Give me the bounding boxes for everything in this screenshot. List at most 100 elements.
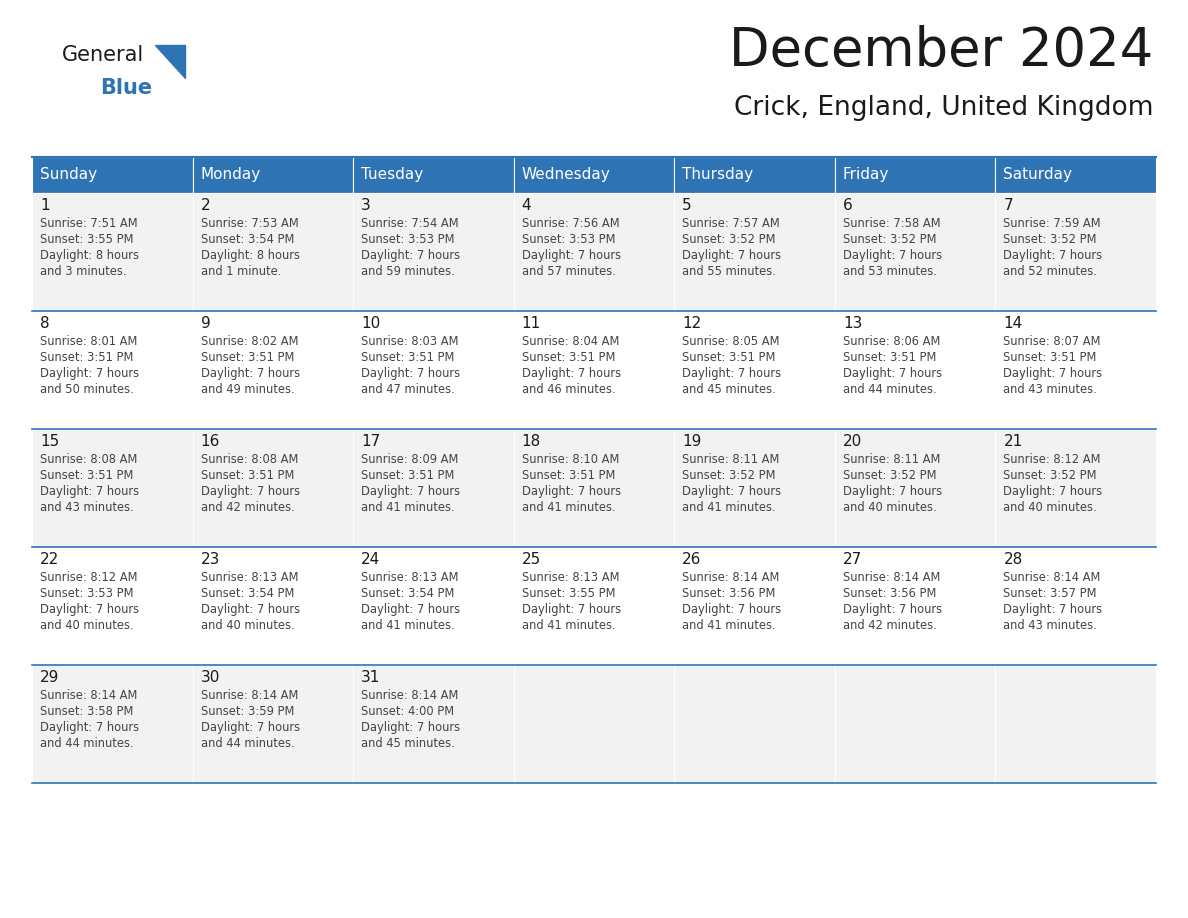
Text: Sunset: 3:58 PM: Sunset: 3:58 PM xyxy=(40,705,133,718)
Text: Sunrise: 8:14 AM: Sunrise: 8:14 AM xyxy=(1004,571,1101,584)
Text: and 40 minutes.: and 40 minutes. xyxy=(40,619,133,632)
Text: Daylight: 7 hours: Daylight: 7 hours xyxy=(361,603,460,616)
Text: Sunset: 3:52 PM: Sunset: 3:52 PM xyxy=(842,233,936,246)
Text: Sunrise: 7:56 AM: Sunrise: 7:56 AM xyxy=(522,217,619,230)
Text: Daylight: 7 hours: Daylight: 7 hours xyxy=(361,249,460,262)
Text: Sunset: 3:51 PM: Sunset: 3:51 PM xyxy=(40,351,133,364)
Text: 29: 29 xyxy=(40,670,59,685)
Text: Sunset: 3:56 PM: Sunset: 3:56 PM xyxy=(682,587,776,600)
Text: 12: 12 xyxy=(682,316,702,331)
Text: 26: 26 xyxy=(682,552,702,567)
Text: Sunrise: 7:59 AM: Sunrise: 7:59 AM xyxy=(1004,217,1101,230)
Text: Sunset: 3:54 PM: Sunset: 3:54 PM xyxy=(201,587,293,600)
Bar xyxy=(675,157,835,193)
Text: Daylight: 7 hours: Daylight: 7 hours xyxy=(522,485,621,498)
Text: Sunset: 3:51 PM: Sunset: 3:51 PM xyxy=(522,469,615,482)
Text: Sunset: 3:52 PM: Sunset: 3:52 PM xyxy=(1004,233,1097,246)
Text: Daylight: 7 hours: Daylight: 7 hours xyxy=(40,603,139,616)
Text: and 44 minutes.: and 44 minutes. xyxy=(842,383,936,396)
Text: Sunrise: 8:12 AM: Sunrise: 8:12 AM xyxy=(1004,453,1101,466)
Bar xyxy=(353,665,513,783)
Text: Sunset: 3:52 PM: Sunset: 3:52 PM xyxy=(1004,469,1097,482)
Text: and 40 minutes.: and 40 minutes. xyxy=(842,501,936,514)
Text: and 1 minute.: and 1 minute. xyxy=(201,265,280,278)
Text: Daylight: 7 hours: Daylight: 7 hours xyxy=(1004,367,1102,380)
Text: and 40 minutes.: and 40 minutes. xyxy=(1004,501,1097,514)
Text: 23: 23 xyxy=(201,552,220,567)
Text: Sunrise: 7:57 AM: Sunrise: 7:57 AM xyxy=(682,217,781,230)
Text: 28: 28 xyxy=(1004,552,1023,567)
Text: Daylight: 7 hours: Daylight: 7 hours xyxy=(1004,603,1102,616)
Bar xyxy=(675,193,835,311)
Text: Sunset: 3:57 PM: Sunset: 3:57 PM xyxy=(1004,587,1097,600)
Text: 24: 24 xyxy=(361,552,380,567)
Text: 21: 21 xyxy=(1004,434,1023,449)
Text: 15: 15 xyxy=(40,434,59,449)
Text: Tuesday: Tuesday xyxy=(361,167,423,183)
Text: and 52 minutes.: and 52 minutes. xyxy=(1004,265,1098,278)
Text: Daylight: 7 hours: Daylight: 7 hours xyxy=(522,603,621,616)
Text: and 40 minutes.: and 40 minutes. xyxy=(201,619,295,632)
Text: Daylight: 7 hours: Daylight: 7 hours xyxy=(40,721,139,734)
Text: Sunrise: 8:13 AM: Sunrise: 8:13 AM xyxy=(522,571,619,584)
Text: Sunset: 3:51 PM: Sunset: 3:51 PM xyxy=(40,469,133,482)
Text: 3: 3 xyxy=(361,198,371,213)
Text: Daylight: 7 hours: Daylight: 7 hours xyxy=(682,603,782,616)
Text: Sunset: 3:53 PM: Sunset: 3:53 PM xyxy=(40,587,133,600)
Text: and 49 minutes.: and 49 minutes. xyxy=(201,383,295,396)
Text: and 41 minutes.: and 41 minutes. xyxy=(361,619,455,632)
Text: Sunrise: 8:05 AM: Sunrise: 8:05 AM xyxy=(682,335,779,348)
Text: and 41 minutes.: and 41 minutes. xyxy=(682,619,776,632)
Text: Sunset: 3:52 PM: Sunset: 3:52 PM xyxy=(842,469,936,482)
Text: Daylight: 7 hours: Daylight: 7 hours xyxy=(682,249,782,262)
Bar xyxy=(32,665,192,783)
Text: and 59 minutes.: and 59 minutes. xyxy=(361,265,455,278)
Bar xyxy=(996,193,1156,311)
Bar xyxy=(192,157,353,193)
Text: Sunrise: 8:14 AM: Sunrise: 8:14 AM xyxy=(842,571,940,584)
Bar xyxy=(353,157,513,193)
Text: 6: 6 xyxy=(842,198,853,213)
Text: 30: 30 xyxy=(201,670,220,685)
Text: and 41 minutes.: and 41 minutes. xyxy=(522,619,615,632)
Bar xyxy=(513,193,675,311)
Bar xyxy=(675,311,835,429)
Bar xyxy=(835,193,996,311)
Bar xyxy=(996,665,1156,783)
Bar xyxy=(996,311,1156,429)
Text: Sunrise: 8:14 AM: Sunrise: 8:14 AM xyxy=(682,571,779,584)
Text: Daylight: 7 hours: Daylight: 7 hours xyxy=(40,367,139,380)
Text: Sunset: 3:51 PM: Sunset: 3:51 PM xyxy=(682,351,776,364)
Bar xyxy=(996,547,1156,665)
Text: Wednesday: Wednesday xyxy=(522,167,611,183)
Text: December 2024: December 2024 xyxy=(728,25,1154,77)
Text: Sunrise: 8:13 AM: Sunrise: 8:13 AM xyxy=(361,571,459,584)
Text: Sunset: 3:51 PM: Sunset: 3:51 PM xyxy=(201,351,293,364)
Text: and 45 minutes.: and 45 minutes. xyxy=(361,737,455,750)
Text: and 45 minutes.: and 45 minutes. xyxy=(682,383,776,396)
Text: Daylight: 7 hours: Daylight: 7 hours xyxy=(842,367,942,380)
Text: General: General xyxy=(62,45,144,65)
Text: Daylight: 7 hours: Daylight: 7 hours xyxy=(1004,249,1102,262)
Text: Sunrise: 8:08 AM: Sunrise: 8:08 AM xyxy=(40,453,138,466)
Bar xyxy=(192,665,353,783)
Text: Monday: Monday xyxy=(201,167,261,183)
Text: 22: 22 xyxy=(40,552,59,567)
Text: Friday: Friday xyxy=(842,167,890,183)
Bar xyxy=(353,547,513,665)
Text: and 43 minutes.: and 43 minutes. xyxy=(1004,619,1098,632)
Bar xyxy=(996,429,1156,547)
Text: Sunrise: 8:09 AM: Sunrise: 8:09 AM xyxy=(361,453,459,466)
Text: Sunrise: 8:03 AM: Sunrise: 8:03 AM xyxy=(361,335,459,348)
Text: and 3 minutes.: and 3 minutes. xyxy=(40,265,126,278)
Text: 19: 19 xyxy=(682,434,702,449)
Text: 13: 13 xyxy=(842,316,862,331)
Text: Daylight: 7 hours: Daylight: 7 hours xyxy=(682,367,782,380)
Text: Sunrise: 8:13 AM: Sunrise: 8:13 AM xyxy=(201,571,298,584)
Bar xyxy=(32,311,192,429)
Text: 9: 9 xyxy=(201,316,210,331)
Text: and 43 minutes.: and 43 minutes. xyxy=(1004,383,1098,396)
Text: Sunset: 3:52 PM: Sunset: 3:52 PM xyxy=(682,469,776,482)
Bar xyxy=(675,547,835,665)
Text: 4: 4 xyxy=(522,198,531,213)
